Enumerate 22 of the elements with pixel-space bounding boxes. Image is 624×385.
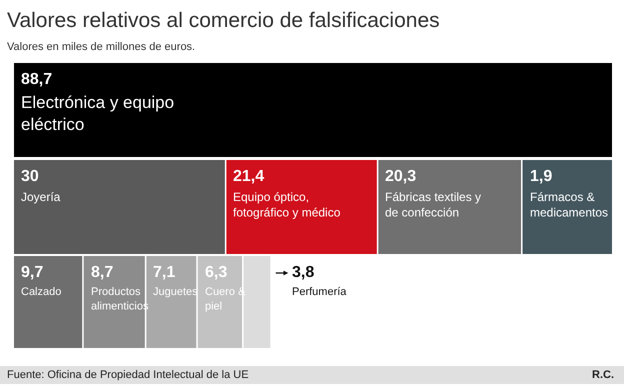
text: Valores en miles de millones de euros. xyxy=(7,41,196,53)
data-label: 6,3 xyxy=(205,264,228,281)
category-label: Perfumería xyxy=(292,286,348,298)
category-label: Fábricas textiles y de confección xyxy=(385,190,482,220)
data-label: 9,7 xyxy=(21,264,44,281)
data-label: 3,8 xyxy=(292,264,314,281)
category-label: Fármacos & medicamentos xyxy=(530,190,608,220)
data-label: 7,1 xyxy=(153,264,176,281)
text: Valores relativos al comercio de falsificaciones xyxy=(7,9,440,32)
text: R.C. xyxy=(592,369,614,381)
data-label: 1,9 xyxy=(530,168,552,185)
category-label: Electrónica y equipo eléctrico xyxy=(21,93,174,134)
data-label: 8,7 xyxy=(91,264,114,281)
data-label: 88,7 xyxy=(21,71,52,88)
category-label: Joyería xyxy=(21,190,61,204)
category-label: Calzado xyxy=(21,286,62,298)
category-label: Equipo óptico, fotográfico y médico xyxy=(233,190,341,220)
data-label: 20,3 xyxy=(385,168,416,185)
data-label: 21,4 xyxy=(233,168,264,185)
category-label: Juguetes xyxy=(153,286,198,298)
source-note: Fuente: Oficina de Propiedad Intelectual de la UE xyxy=(7,369,249,381)
data-label: 30 xyxy=(21,168,39,185)
